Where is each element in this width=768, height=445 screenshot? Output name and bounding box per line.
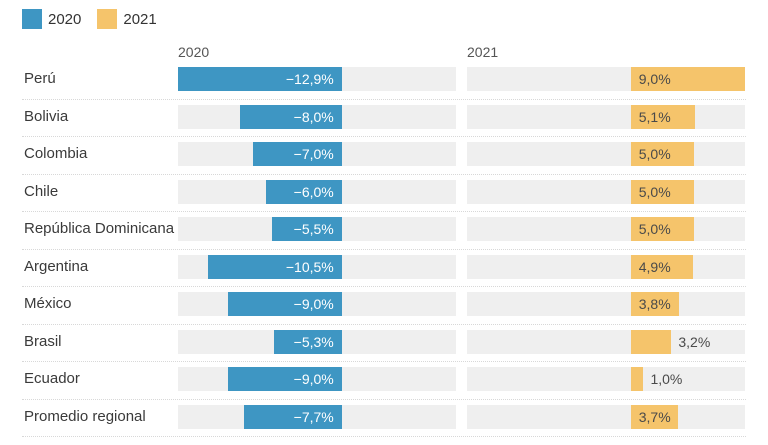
row-label: Brasil	[24, 332, 62, 350]
bar-2021-value: 3,8%	[638, 296, 671, 312]
bar-2020: −12,9%	[178, 67, 342, 91]
bar-2020-value: −9,0%	[293, 371, 334, 387]
bar-2020: −7,7%	[244, 404, 342, 429]
bar-2021-value: 5,0%	[638, 146, 671, 162]
legend-swatch-2021-icon	[97, 9, 118, 29]
column-header-2021: 2021	[467, 44, 499, 60]
track-2021	[467, 404, 745, 429]
table-row: Chile −6,0% 5,0%	[0, 175, 768, 213]
row-label: México	[24, 295, 72, 312]
bar-2021	[630, 329, 672, 354]
table-row: Promedio regional −7,7% 3,7%	[0, 400, 768, 438]
row-label: Ecuador	[24, 370, 80, 387]
bar-2020-value: −9,0%	[293, 296, 334, 312]
bar-2021: 3,8%	[630, 292, 679, 316]
bar-2021: 4,9%	[630, 254, 693, 279]
row-label: República Dominicana	[24, 220, 175, 237]
bar-2021: 5,1%	[630, 104, 696, 129]
row-label: Bolivia	[24, 107, 69, 125]
bar-2020: −8,0%	[240, 104, 342, 129]
bar-2020-value: −10,5%	[285, 258, 334, 275]
row-label: Chile	[24, 182, 59, 200]
track-2021	[467, 142, 745, 166]
row-label: Colombia	[24, 145, 88, 162]
bar-2021-value: 5,0%	[638, 221, 671, 237]
bar-2021: 3,7%	[630, 404, 678, 429]
bar-2021	[630, 367, 644, 391]
bar-2020: −9,0%	[227, 367, 342, 391]
bar-2020: −5,5%	[271, 217, 342, 241]
table-row: Perú −12,9% 9,0%	[0, 62, 768, 100]
chart-rows: Perú −12,9% 9,0% Bolivia −8,0% 5,1% Colo…	[0, 62, 768, 437]
bar-2021-value: 4,9%	[638, 258, 671, 275]
bar-2020-value: −6,0%	[293, 183, 334, 200]
bar-2020: −7,0%	[252, 142, 342, 166]
bar-2021-value: 5,0%	[638, 183, 671, 200]
track-2021	[467, 329, 745, 354]
table-row: Brasil −5,3% 3,2%	[0, 325, 768, 363]
row-label: Promedio regional	[24, 407, 146, 425]
table-row: Colombia −7,0% 5,0%	[0, 137, 768, 175]
bar-2020-value: −8,0%	[293, 108, 334, 125]
table-row: República Dominicana −5,5% 5,0%	[0, 212, 768, 250]
table-row: Argentina −10,5% 4,9%	[0, 250, 768, 288]
bar-2020-value: −7,0%	[293, 146, 334, 162]
legend-swatch-2020-icon	[22, 9, 42, 29]
track-2021	[467, 179, 745, 204]
legend-item-2020: 2020	[22, 9, 81, 29]
bar-2020: −6,0%	[265, 179, 342, 204]
row-label: Perú	[24, 70, 56, 87]
track-2021	[467, 217, 745, 241]
legend-label-2020: 2020	[48, 10, 82, 28]
bar-2021-value-outside: 1,0%	[650, 371, 683, 387]
bar-2020-value: −5,5%	[293, 221, 334, 237]
bar-2021-value: 5,1%	[638, 108, 671, 125]
bar-2021: 5,0%	[630, 142, 695, 166]
track-2021	[467, 254, 745, 279]
bar-2020-value: −5,3%	[293, 333, 334, 350]
bar-2021: 9,0%	[630, 67, 745, 91]
legend-item-2021: 2021	[97, 9, 157, 29]
bar-2020-value: −7,7%	[293, 408, 334, 425]
bar-2020: −10,5%	[208, 254, 342, 279]
table-row: México −9,0% 3,8%	[0, 287, 768, 325]
table-row: Ecuador −9,0% 1,0%	[0, 362, 768, 400]
column-header-2020: 2020	[178, 44, 210, 60]
row-label: Argentina	[24, 257, 89, 275]
bar-2020: −9,0%	[227, 292, 342, 316]
track-2021	[467, 367, 745, 391]
legend-label-2021: 2021	[123, 10, 157, 28]
legend: 2020 2021	[22, 9, 173, 29]
bar-2021: 5,0%	[630, 217, 695, 241]
bar-2020: −5,3%	[274, 329, 342, 354]
bar-2021-value: 9,0%	[638, 71, 671, 87]
bar-2021-value: 3,7%	[638, 408, 671, 425]
track-2021	[467, 292, 745, 316]
bar-2021-value-outside: 3,2%	[678, 333, 711, 350]
track-2021	[467, 104, 745, 129]
table-row: Bolivia −8,0% 5,1%	[0, 100, 768, 138]
bar-2021: 5,0%	[630, 179, 695, 204]
bar-2020-value: −12,9%	[285, 71, 334, 87]
